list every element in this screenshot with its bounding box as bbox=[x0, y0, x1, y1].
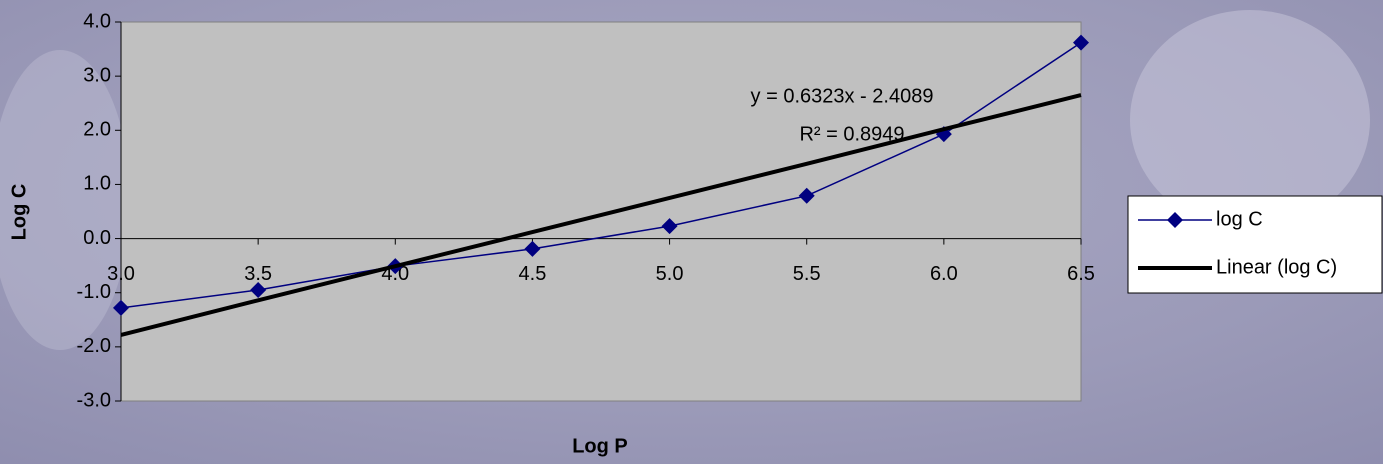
x-tick-label: 5.0 bbox=[656, 263, 684, 285]
x-axis-title: Log P bbox=[572, 435, 628, 457]
x-tick-label: 6.0 bbox=[930, 263, 958, 285]
legend-label: log C bbox=[1216, 208, 1263, 230]
y-tick-label: -1.0 bbox=[77, 281, 111, 303]
y-axis-title: Log C bbox=[8, 184, 30, 241]
y-tick-label: 2.0 bbox=[83, 119, 111, 141]
y-tick-label: -3.0 bbox=[77, 389, 111, 411]
plot-area bbox=[121, 22, 1081, 401]
x-tick-label: 3.5 bbox=[244, 263, 272, 285]
trend-equation: y = 0.6323x - 2.4089 bbox=[751, 85, 934, 107]
y-tick-label: 3.0 bbox=[83, 64, 111, 86]
legend-label: Linear (log C) bbox=[1216, 256, 1337, 278]
x-tick-label: 5.5 bbox=[793, 263, 821, 285]
x-tick-label: 6.5 bbox=[1067, 263, 1095, 285]
y-tick-label: -2.0 bbox=[77, 335, 111, 357]
x-tick-label: 4.5 bbox=[519, 263, 547, 285]
x-tick-label: 3.0 bbox=[107, 263, 135, 285]
y-tick-label: 0.0 bbox=[83, 227, 111, 249]
y-tick-label: 4.0 bbox=[83, 10, 111, 32]
chart: Log P Log C y = 0.6323x - 2.4089 R² = 0.… bbox=[0, 0, 1383, 464]
y-tick-label: 1.0 bbox=[83, 173, 111, 195]
